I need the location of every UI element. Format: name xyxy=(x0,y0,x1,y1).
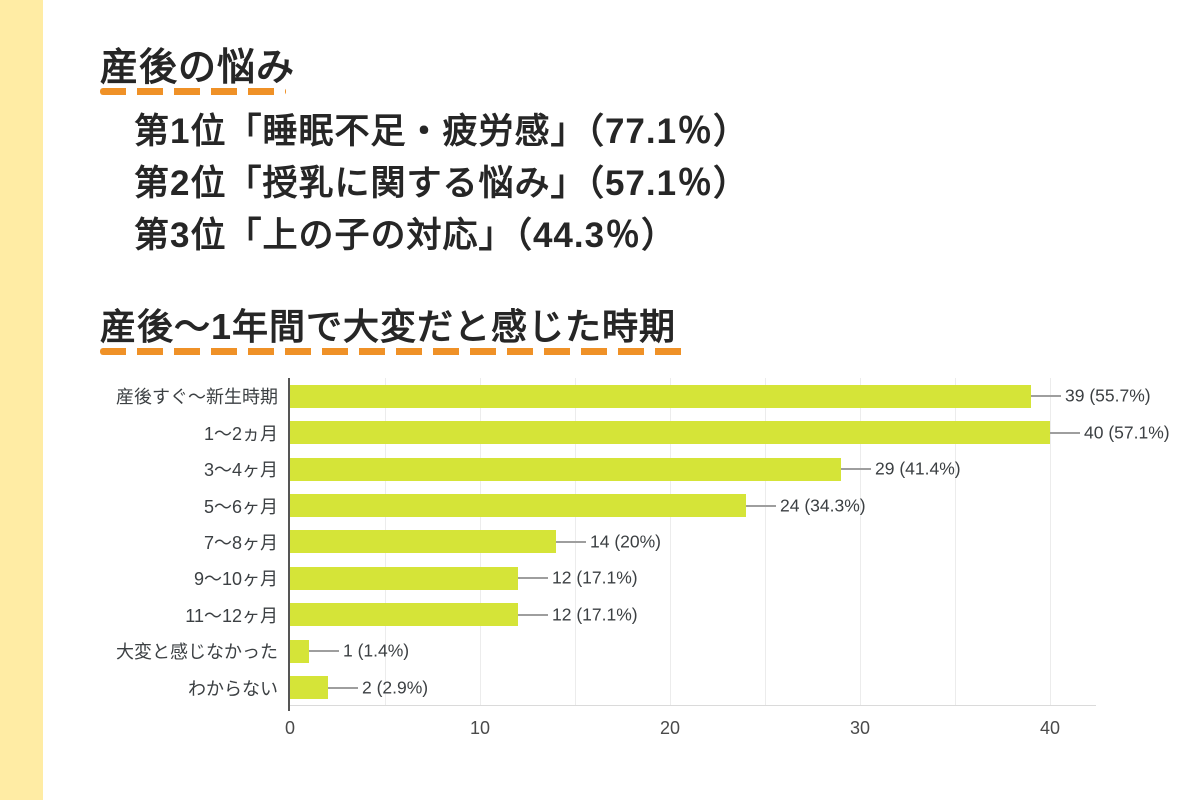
bar xyxy=(290,421,1050,445)
value-label: 12 (17.1%) xyxy=(552,604,638,625)
category-label: 大変と感じなかった xyxy=(116,642,278,663)
category-label: わからない xyxy=(188,678,278,699)
ranking-item-1: 第1位「睡眠不足・疲労感」（77.1％） xyxy=(134,112,750,151)
gridline xyxy=(955,378,956,705)
ranking-list: 第1位「睡眠不足・疲労感」（77.1％） 第2位「授乳に関する悩み」（57.1％… xyxy=(134,106,749,262)
bar xyxy=(290,566,518,590)
category-label: 11〜12ヶ月 xyxy=(185,605,278,626)
bar xyxy=(290,494,746,518)
chart-row: 大変と感じなかった 1 (1.4%) xyxy=(0,633,1200,669)
leader-line xyxy=(1031,395,1061,398)
x-axis-tick-label: 10 xyxy=(469,718,491,738)
leader-line xyxy=(309,650,339,653)
x-axis-tick-label: 0 xyxy=(284,718,296,738)
x-axis-tick-label: 40 xyxy=(1039,718,1061,738)
category-label: 7〜8ヶ月 xyxy=(203,532,278,553)
chart-row: 産後すぐ〜新生時期 39 (55.7%) xyxy=(0,378,1200,414)
chart-row: 9〜10ヶ月 12 (17.1%) xyxy=(0,560,1200,596)
chart-row: 3〜4ヶ月 29 (41.4%) xyxy=(0,451,1200,487)
x-axis-tick-label: 20 xyxy=(659,718,681,738)
value-label: 39 (55.7%) xyxy=(1065,385,1151,406)
leader-line xyxy=(518,613,548,616)
category-label: 9〜10ヶ月 xyxy=(193,569,278,590)
bar xyxy=(290,603,518,627)
bar xyxy=(290,530,556,554)
ranking-item-2: 第2位「授乳に関する悩み」（57.1％） xyxy=(134,164,750,203)
value-label: 29 (41.4%) xyxy=(875,458,961,479)
chart-row: 11〜12ヶ月 12 (17.1%) xyxy=(0,597,1200,633)
bar xyxy=(290,384,1031,408)
leader-line xyxy=(556,540,586,543)
chart-row: わからない 2 (2.9%) xyxy=(0,670,1200,706)
bar xyxy=(290,639,309,663)
section2-title: 産後〜1年間で大変だと感じた時期 xyxy=(100,306,677,347)
leader-line xyxy=(328,686,358,689)
chart-row: 1〜2ヵ月 40 (57.1%) xyxy=(0,414,1200,450)
left-accent-stripe xyxy=(0,0,43,800)
chart-row: 7〜8ヶ月 14 (20%) xyxy=(0,524,1200,560)
section1-title: 産後の悩み xyxy=(100,47,296,89)
leader-line xyxy=(1050,431,1080,434)
x-axis-tick-label: 30 xyxy=(849,718,871,738)
gridline xyxy=(765,378,766,705)
gridline xyxy=(1050,378,1051,705)
category-label: 3〜4ヶ月 xyxy=(203,460,278,481)
value-label: 1 (1.4%) xyxy=(343,640,410,661)
gridline xyxy=(860,378,861,705)
chart-row: 5〜6ヶ月 24 (34.3%) xyxy=(0,487,1200,523)
category-label: 1〜2ヵ月 xyxy=(203,423,278,444)
leader-line xyxy=(518,577,548,580)
chart-y-axis xyxy=(288,378,290,711)
bar xyxy=(290,457,841,481)
value-label: 12 (17.1%) xyxy=(552,567,638,588)
bar-chart: 産後すぐ〜新生時期 39 (55.7%) 1〜2ヵ月 40 (57.1%) 3〜4ヶ月 2… xyxy=(0,378,1200,758)
value-label: 2 (2.9%) xyxy=(362,677,429,698)
gridline xyxy=(670,378,671,705)
value-label: 40 (57.1%) xyxy=(1084,422,1170,443)
value-label: 14 (20%) xyxy=(590,531,662,552)
bar xyxy=(290,676,328,700)
section2-underline-decoration xyxy=(100,348,686,355)
value-label: 24 (34.3%) xyxy=(780,495,866,516)
category-label: 産後すぐ〜新生時期 xyxy=(116,387,278,408)
section1-underline-decoration xyxy=(100,88,286,95)
category-label: 5〜6ヶ月 xyxy=(203,496,278,517)
leader-line xyxy=(841,468,871,471)
leader-line xyxy=(746,504,776,507)
ranking-item-3: 第3位「上の子の対応」（44.3％） xyxy=(134,216,678,255)
